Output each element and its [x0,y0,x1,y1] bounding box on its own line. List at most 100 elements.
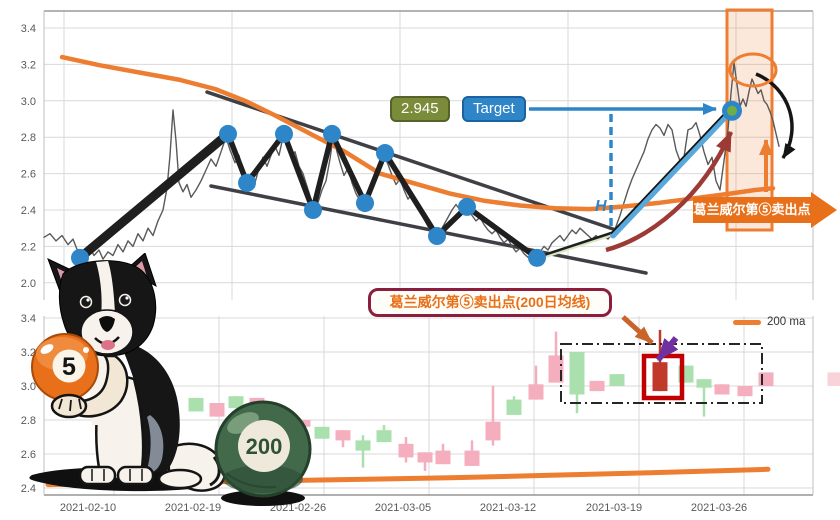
target-dot-core [727,105,737,116]
candle [737,386,753,397]
y-tick-label: 3.0 [21,96,36,108]
price-value-badge: 2.945 [390,96,450,122]
candle-body [548,355,564,383]
h-marker: H [595,198,607,215]
candle [398,437,414,463]
pivot-dot [356,194,374,213]
candle [758,372,774,386]
pivot-dot [275,124,293,143]
pivot-dot [323,124,341,143]
candle-body [714,384,730,395]
ma-line [59,54,776,212]
peak-ellipse [728,52,778,88]
candle [827,372,840,386]
pivot-dot [376,144,394,163]
date-label: 2021-03-19 [586,502,642,514]
candle [569,352,585,414]
y-tick-label: 2.2 [21,241,36,253]
candle [209,403,225,417]
ma-legend-label: 200 ma [767,316,806,328]
candle-body [506,399,522,415]
ball5-label: 5 [62,353,76,381]
date-label: 2021-02-26 [270,502,326,514]
date-label: 2021-02-19 [165,502,221,514]
pivot-dot [428,227,446,246]
lower-trendline [209,184,648,275]
candle [435,443,451,465]
sell-point-ma-badge: 葛兰威尔第⑤卖出点(200日均线) [368,288,612,317]
y-tick-label: 2.6 [21,449,36,461]
y-tick-label: 3.2 [21,347,36,359]
candle-body [314,426,330,439]
dog-illustration: 5 200 [29,253,312,506]
target-badge: Target [462,96,526,122]
candle-body [609,374,625,386]
candle [355,435,371,468]
candle [528,365,544,400]
y-tick-label: 2.0 [21,278,36,290]
dog-eye [118,293,132,307]
candle [335,430,351,448]
pivot-dot [238,173,256,192]
candle-body [228,396,244,409]
candle-body [209,403,225,417]
zigzag-first-segment [75,129,233,263]
candle [714,384,730,395]
candle [314,426,330,439]
candle-body [188,397,204,412]
candle-body [737,386,753,397]
y-tick-label: 2.8 [21,132,36,144]
candle [228,396,244,409]
ball-200: 200 [214,400,312,498]
candle-body [435,450,451,465]
candle [417,452,433,471]
candle-body [376,430,392,443]
candle-body [335,430,351,441]
candle-body [417,452,433,463]
candle-body [589,380,605,392]
date-label: 2021-03-26 [691,502,747,514]
pullback-curve-arrow [755,72,796,159]
candle [548,331,564,383]
momentum-curve-arrow [605,131,734,253]
connector-line-light [536,233,613,261]
ma-legend-swatch [733,319,761,325]
zigzag-line [225,131,540,261]
y-tick-label: 3.0 [21,381,36,393]
dog-paw [116,465,155,486]
dog-front-paw [50,393,88,419]
candle-body [827,372,840,386]
candle [609,374,625,386]
candle-body [485,421,501,441]
y-tick-label: 3.2 [21,59,36,71]
dog-nose [99,316,115,332]
candle-body [464,450,480,466]
y-tick-label: 3.4 [21,313,36,325]
dog-body [118,341,180,474]
candle [485,386,501,446]
y-tick-label: 3.4 [21,23,36,35]
y-tick-label: 2.4 [21,483,36,495]
ball-5: 5 [31,333,99,401]
pivot-dot [304,201,322,219]
dog-tongue [101,340,115,350]
date-label: 2021-03-05 [375,502,431,514]
ball200-shadow [221,490,305,506]
y-tick-label: 2.6 [21,169,36,181]
candle-body [696,379,712,388]
pivot-dot [528,248,546,267]
dog-hind-paw [157,468,203,490]
date-label: 2021-03-12 [480,502,536,514]
candle-body [355,440,371,451]
annotation-arrow [621,315,654,345]
candle-body [758,372,774,386]
candle [464,440,480,466]
y-tick-label: 2.4 [21,205,36,217]
candle [506,396,522,415]
y-tick-label: 2.8 [21,415,36,427]
candle [589,380,605,392]
candle-body [249,397,265,403]
pivot-dot [219,124,237,143]
candle-body [398,443,414,458]
